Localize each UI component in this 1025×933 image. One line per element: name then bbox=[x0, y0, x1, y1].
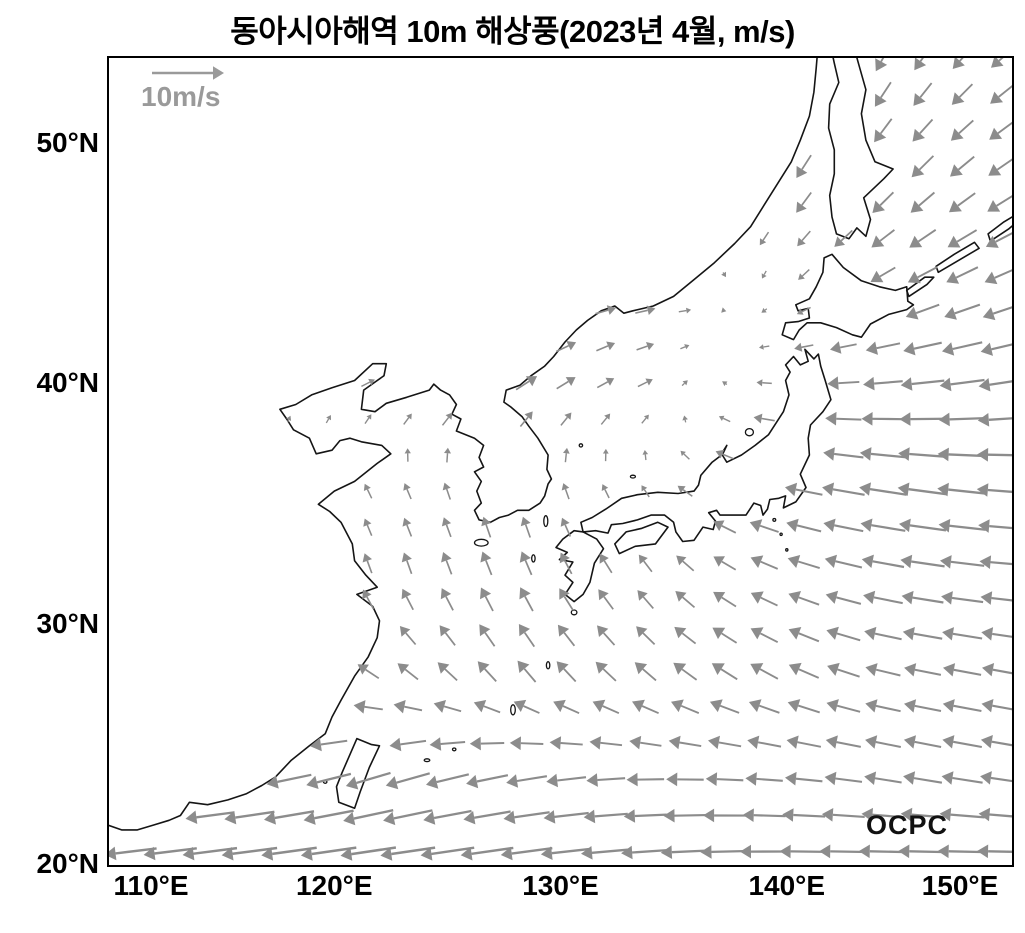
y-tick-label: 50°N bbox=[0, 127, 99, 159]
x-tick-label: 150°E bbox=[905, 870, 1015, 902]
x-tick-label: 130°E bbox=[506, 870, 616, 902]
y-tick-label: 40°N bbox=[0, 367, 99, 399]
x-tick-label: 120°E bbox=[279, 870, 389, 902]
y-tick-label: 30°N bbox=[0, 608, 99, 640]
x-tick-label: 140°E bbox=[732, 870, 842, 902]
ocpc-logo: OCPC bbox=[866, 810, 948, 841]
y-tick-label: 20°N bbox=[0, 848, 99, 880]
x-tick-label: 110°E bbox=[96, 870, 206, 902]
reference-arrow-label: 10m/s bbox=[141, 81, 220, 112]
land-layer bbox=[108, 37, 1020, 830]
